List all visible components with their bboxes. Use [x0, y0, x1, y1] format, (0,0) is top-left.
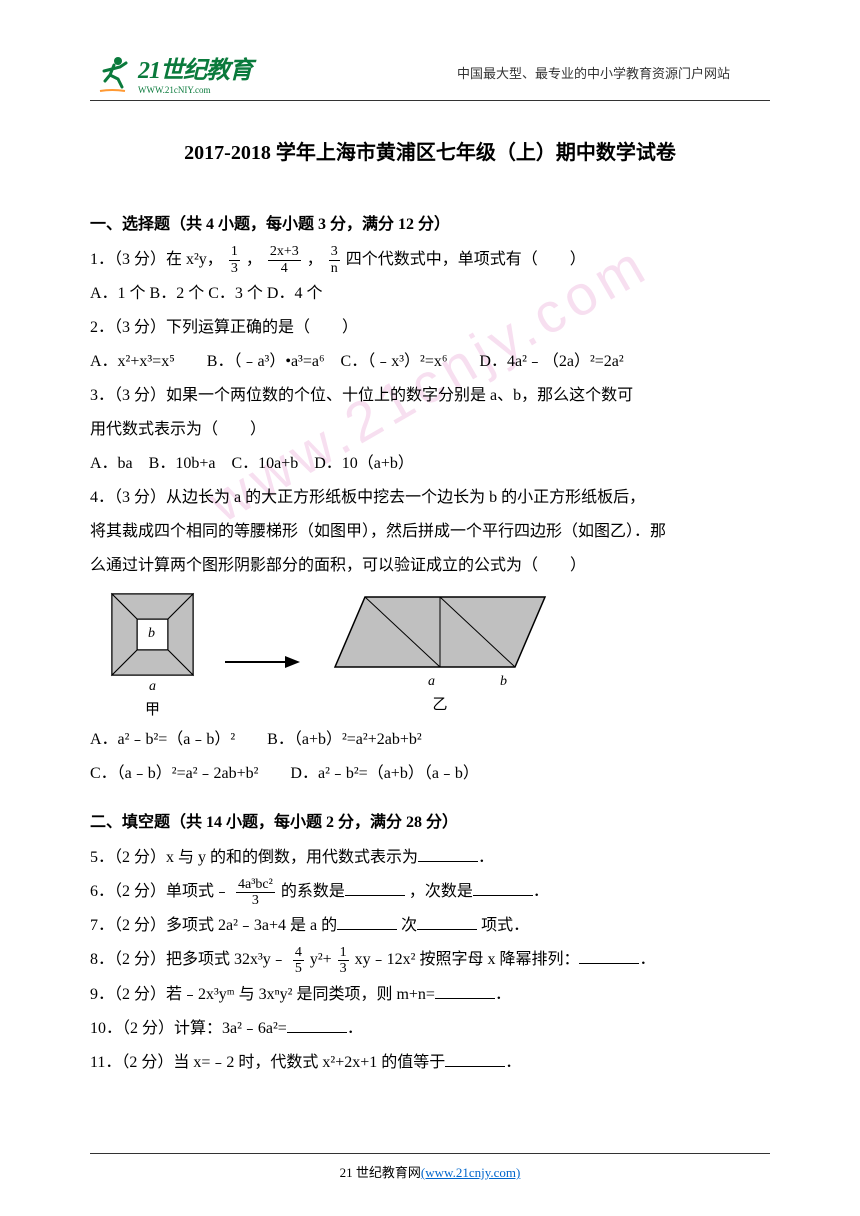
q6-mid2: ，次数是 [409, 883, 473, 900]
fraction-icon: 3 n [329, 244, 340, 276]
frac-num: 1 [229, 244, 240, 260]
q8-end: ． [639, 951, 655, 968]
frac-num: 3 [329, 244, 340, 260]
q6-mid1: 的系数是 [281, 883, 345, 900]
figure-label-jia: 甲 [145, 698, 160, 719]
page-footer: 21 世纪教育网(www.21cnjy.com) [90, 1153, 770, 1181]
blank-input[interactable] [287, 1019, 347, 1033]
logo-sub-text: WWW.21cNIY.com [138, 85, 252, 95]
q3-options: A．ba B．10b+a C．10a+b D．10（a+b） [90, 448, 770, 480]
blank-input[interactable] [473, 882, 533, 896]
q10-p1: 10．（2 分）计算：3a²﹣6a²= [90, 1020, 287, 1037]
logo-runner-icon [90, 53, 135, 93]
q5-text: 5．（2 分）x 与 y 的和的倒数，用代数式表示为 [90, 849, 418, 866]
question-4-line2: 将其裁成四个相同的等腰梯形（如图甲），然后拼成一个平行四边形（如图乙）．那 [90, 516, 770, 548]
frac-den: 3 [236, 893, 275, 908]
frac-num: 4 [293, 945, 304, 961]
frac-num: 2x+3 [268, 244, 301, 260]
blank-input[interactable] [418, 848, 478, 862]
q11-p1: 11．（2 分）当 x=﹣2 时，代数式 x²+2x+1 的值等于 [90, 1054, 445, 1071]
q10-end: ． [347, 1020, 363, 1037]
question-4-line1: 4．（3 分）从边长为 a 的大正方形纸板中挖去一个边长为 b 的小正方形纸板后… [90, 482, 770, 514]
frac-den: 5 [293, 961, 304, 976]
q1-prefix: 1．（3 分）在 x²y， [90, 251, 223, 268]
blank-input[interactable] [417, 916, 477, 930]
q4-options-line2: C．（a﹣b）²=a²﹣2ab+b² D．a²﹣b²=（a+b）（a﹣b） [90, 758, 770, 790]
q1-sep: ， [246, 251, 262, 268]
figure-jia: b a 甲 [110, 592, 195, 719]
fraction-icon: 4 5 [293, 945, 304, 977]
blank-input[interactable] [435, 985, 495, 999]
footer-text: 21 世纪教育网 [340, 1165, 421, 1180]
q8-mid1: y²+ [310, 951, 332, 968]
q4-options-line1: A．a²﹣b²=（a﹣b）² B．（a+b）²=a²+2ab+b² [90, 724, 770, 756]
question-11: 11．（2 分）当 x=﹣2 时，代数式 x²+2x+1 的值等于 ． [90, 1047, 770, 1079]
logo-text-block: 21世纪教育 WWW.21cNIY.com [138, 50, 252, 95]
para-label-b: b [500, 674, 507, 690]
question-8: 8．（2 分）把多项式 32x³y﹣ 4 5 y²+ 1 3 xy﹣12x² 按… [90, 944, 770, 976]
figure-label-yi: 乙 [432, 693, 447, 714]
footer-link[interactable]: (www.21cnjy.com) [421, 1165, 520, 1180]
q1-options: A．1 个 B．2 个 C．3 个 D．4 个 [90, 278, 770, 310]
frac-den: 4 [268, 261, 301, 276]
label-b: b [148, 626, 155, 642]
figure-row: b a 甲 a b 乙 [110, 592, 770, 719]
blank-input[interactable] [345, 882, 405, 896]
q7-p1: 7．（2 分）多项式 2a²﹣3a+4 是 a 的 [90, 917, 337, 934]
blank-input[interactable] [445, 1053, 505, 1067]
q8-mid2: xy﹣12x² 按照字母 x 降幂排列： [355, 951, 580, 968]
section2-header: 二、填空题（共 14 小题，每小题 2 分，满分 28 分） [90, 808, 770, 832]
header-tagline: 中国最大型、最专业的中小学教育资源门户网站 [457, 63, 770, 82]
q9-end: ． [495, 986, 511, 1003]
question-6: 6．（2 分）单项式﹣ 4a³bc² 3 的系数是 ，次数是 ． [90, 876, 770, 908]
frac-den: 3 [229, 261, 240, 276]
fraction-icon: 2x+3 4 [268, 244, 301, 276]
fraction-icon: 1 3 [338, 945, 349, 977]
question-9: 9．（2 分）若﹣2x³yᵐ 与 3xⁿy² 是同类项，则 m+n= ． [90, 979, 770, 1011]
exam-title: 2017-2018 学年上海市黄浦区七年级（上）期中数学试卷 [90, 136, 770, 165]
q8-prefix: 8．（2 分）把多项式 32x³y﹣ [90, 951, 287, 968]
q11-end: ． [505, 1054, 521, 1071]
parallelogram-figure-icon [330, 592, 550, 672]
question-4-line3: 么通过计算两个图形阴影部分的面积，可以验证成立的公式为（ ） [90, 550, 770, 582]
q6-end: ． [533, 883, 549, 900]
square-figure-icon: b [110, 592, 195, 677]
page-content: 21世纪教育 WWW.21cNIY.com 中国最大型、最专业的中小学教育资源门… [90, 50, 770, 1079]
blank-input[interactable] [337, 916, 397, 930]
question-1: 1．（3 分）在 x²y， 1 3 ， 2x+3 4 ， 3 n 四个代数式中，… [90, 244, 770, 276]
fraction-icon: 1 3 [229, 244, 240, 276]
frac-num: 1 [338, 945, 349, 961]
q7-p3: 项式． [481, 917, 529, 934]
question-7: 7．（2 分）多项式 2a²﹣3a+4 是 a 的 次 项式． [90, 910, 770, 942]
q1-suffix: 四个代数式中，单项式有（ ） [346, 251, 586, 268]
q7-p2: 次 [401, 917, 417, 934]
para-labels: a b [428, 674, 507, 690]
q2-options: A．x²+x³=x⁵ B．（﹣a³）•a³=a⁶ C．（﹣x³）²=x⁶ D．4… [90, 346, 770, 378]
frac-num: 4a³bc² [236, 877, 275, 893]
q9-p1: 9．（2 分）若﹣2x³yᵐ 与 3xⁿy² 是同类项，则 m+n= [90, 986, 435, 1003]
section1-header: 一、选择题（共 4 小题，每小题 3 分，满分 12 分） [90, 210, 770, 234]
fraction-icon: 4a³bc² 3 [236, 877, 275, 909]
blank-input[interactable] [579, 950, 639, 964]
question-10: 10．（2 分）计算：3a²﹣6a²= ． [90, 1013, 770, 1045]
site-logo: 21世纪教育 WWW.21cNIY.com [90, 50, 252, 95]
logo-main-text: 21世纪教育 [138, 50, 252, 85]
para-label-a: a [428, 674, 435, 690]
page-header: 21世纪教育 WWW.21cNIY.com 中国最大型、最专业的中小学教育资源门… [90, 50, 770, 101]
q5-end: ． [478, 849, 494, 866]
q1-sep: ， [307, 251, 323, 268]
label-a: a [149, 679, 156, 695]
question-2: 2．（3 分）下列运算正确的是（ ） [90, 312, 770, 344]
frac-den: n [329, 261, 340, 276]
q6-prefix: 6．（2 分）单项式﹣ [90, 883, 230, 900]
question-5: 5．（2 分）x 与 y 的和的倒数，用代数式表示为 ． [90, 842, 770, 874]
figure-yi: a b 乙 [330, 592, 550, 714]
frac-den: 3 [338, 961, 349, 976]
arrow-icon [225, 652, 300, 677]
question-3-line2: 用代数式表示为（ ） [90, 414, 770, 446]
question-3-line1: 3．（3 分）如果一个两位数的个位、十位上的数字分别是 a、b，那么这个数可 [90, 380, 770, 412]
